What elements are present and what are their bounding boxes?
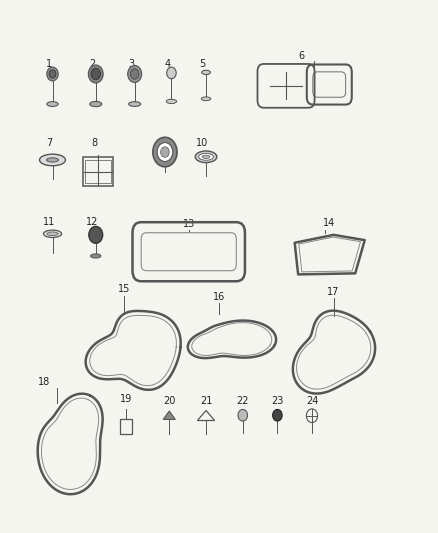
Ellipse shape xyxy=(201,97,211,101)
Text: 19: 19 xyxy=(120,394,132,403)
Text: 6: 6 xyxy=(298,51,304,61)
Polygon shape xyxy=(163,411,175,419)
Circle shape xyxy=(131,69,139,79)
Ellipse shape xyxy=(91,254,101,258)
Ellipse shape xyxy=(90,101,102,107)
Text: 22: 22 xyxy=(237,396,249,406)
Circle shape xyxy=(272,409,282,421)
Ellipse shape xyxy=(202,70,210,75)
Text: 16: 16 xyxy=(213,292,225,302)
Circle shape xyxy=(153,138,177,167)
Text: 12: 12 xyxy=(86,217,99,227)
Text: 23: 23 xyxy=(271,396,283,406)
Text: 11: 11 xyxy=(43,217,55,227)
Bar xyxy=(120,419,132,434)
Circle shape xyxy=(157,142,173,161)
Circle shape xyxy=(167,67,176,79)
Circle shape xyxy=(89,227,102,243)
Text: 1: 1 xyxy=(46,59,52,69)
Text: 14: 14 xyxy=(323,218,336,228)
Text: 18: 18 xyxy=(38,377,50,387)
Ellipse shape xyxy=(39,154,66,166)
Text: 5: 5 xyxy=(199,59,206,69)
Ellipse shape xyxy=(47,232,58,236)
Text: 9: 9 xyxy=(159,138,165,148)
Ellipse shape xyxy=(202,155,210,158)
Text: 17: 17 xyxy=(328,287,340,296)
Text: 3: 3 xyxy=(128,59,134,69)
Ellipse shape xyxy=(129,102,141,107)
Ellipse shape xyxy=(46,158,59,162)
Ellipse shape xyxy=(43,230,62,238)
Circle shape xyxy=(88,65,103,83)
Text: 20: 20 xyxy=(163,396,176,406)
Text: 10: 10 xyxy=(196,138,208,148)
Text: 2: 2 xyxy=(89,59,95,69)
Ellipse shape xyxy=(166,99,177,103)
Text: 7: 7 xyxy=(46,138,52,148)
Circle shape xyxy=(91,68,100,80)
Ellipse shape xyxy=(195,151,217,163)
Text: 13: 13 xyxy=(183,219,195,229)
Text: 15: 15 xyxy=(118,285,130,294)
Text: 4: 4 xyxy=(165,59,171,69)
Ellipse shape xyxy=(47,102,58,107)
Text: 21: 21 xyxy=(200,396,212,406)
Circle shape xyxy=(161,147,169,157)
Text: 8: 8 xyxy=(92,138,98,148)
Ellipse shape xyxy=(199,154,213,160)
Circle shape xyxy=(49,70,56,78)
Circle shape xyxy=(128,66,141,83)
Circle shape xyxy=(238,409,247,421)
Circle shape xyxy=(47,67,58,81)
Text: 24: 24 xyxy=(306,396,318,406)
